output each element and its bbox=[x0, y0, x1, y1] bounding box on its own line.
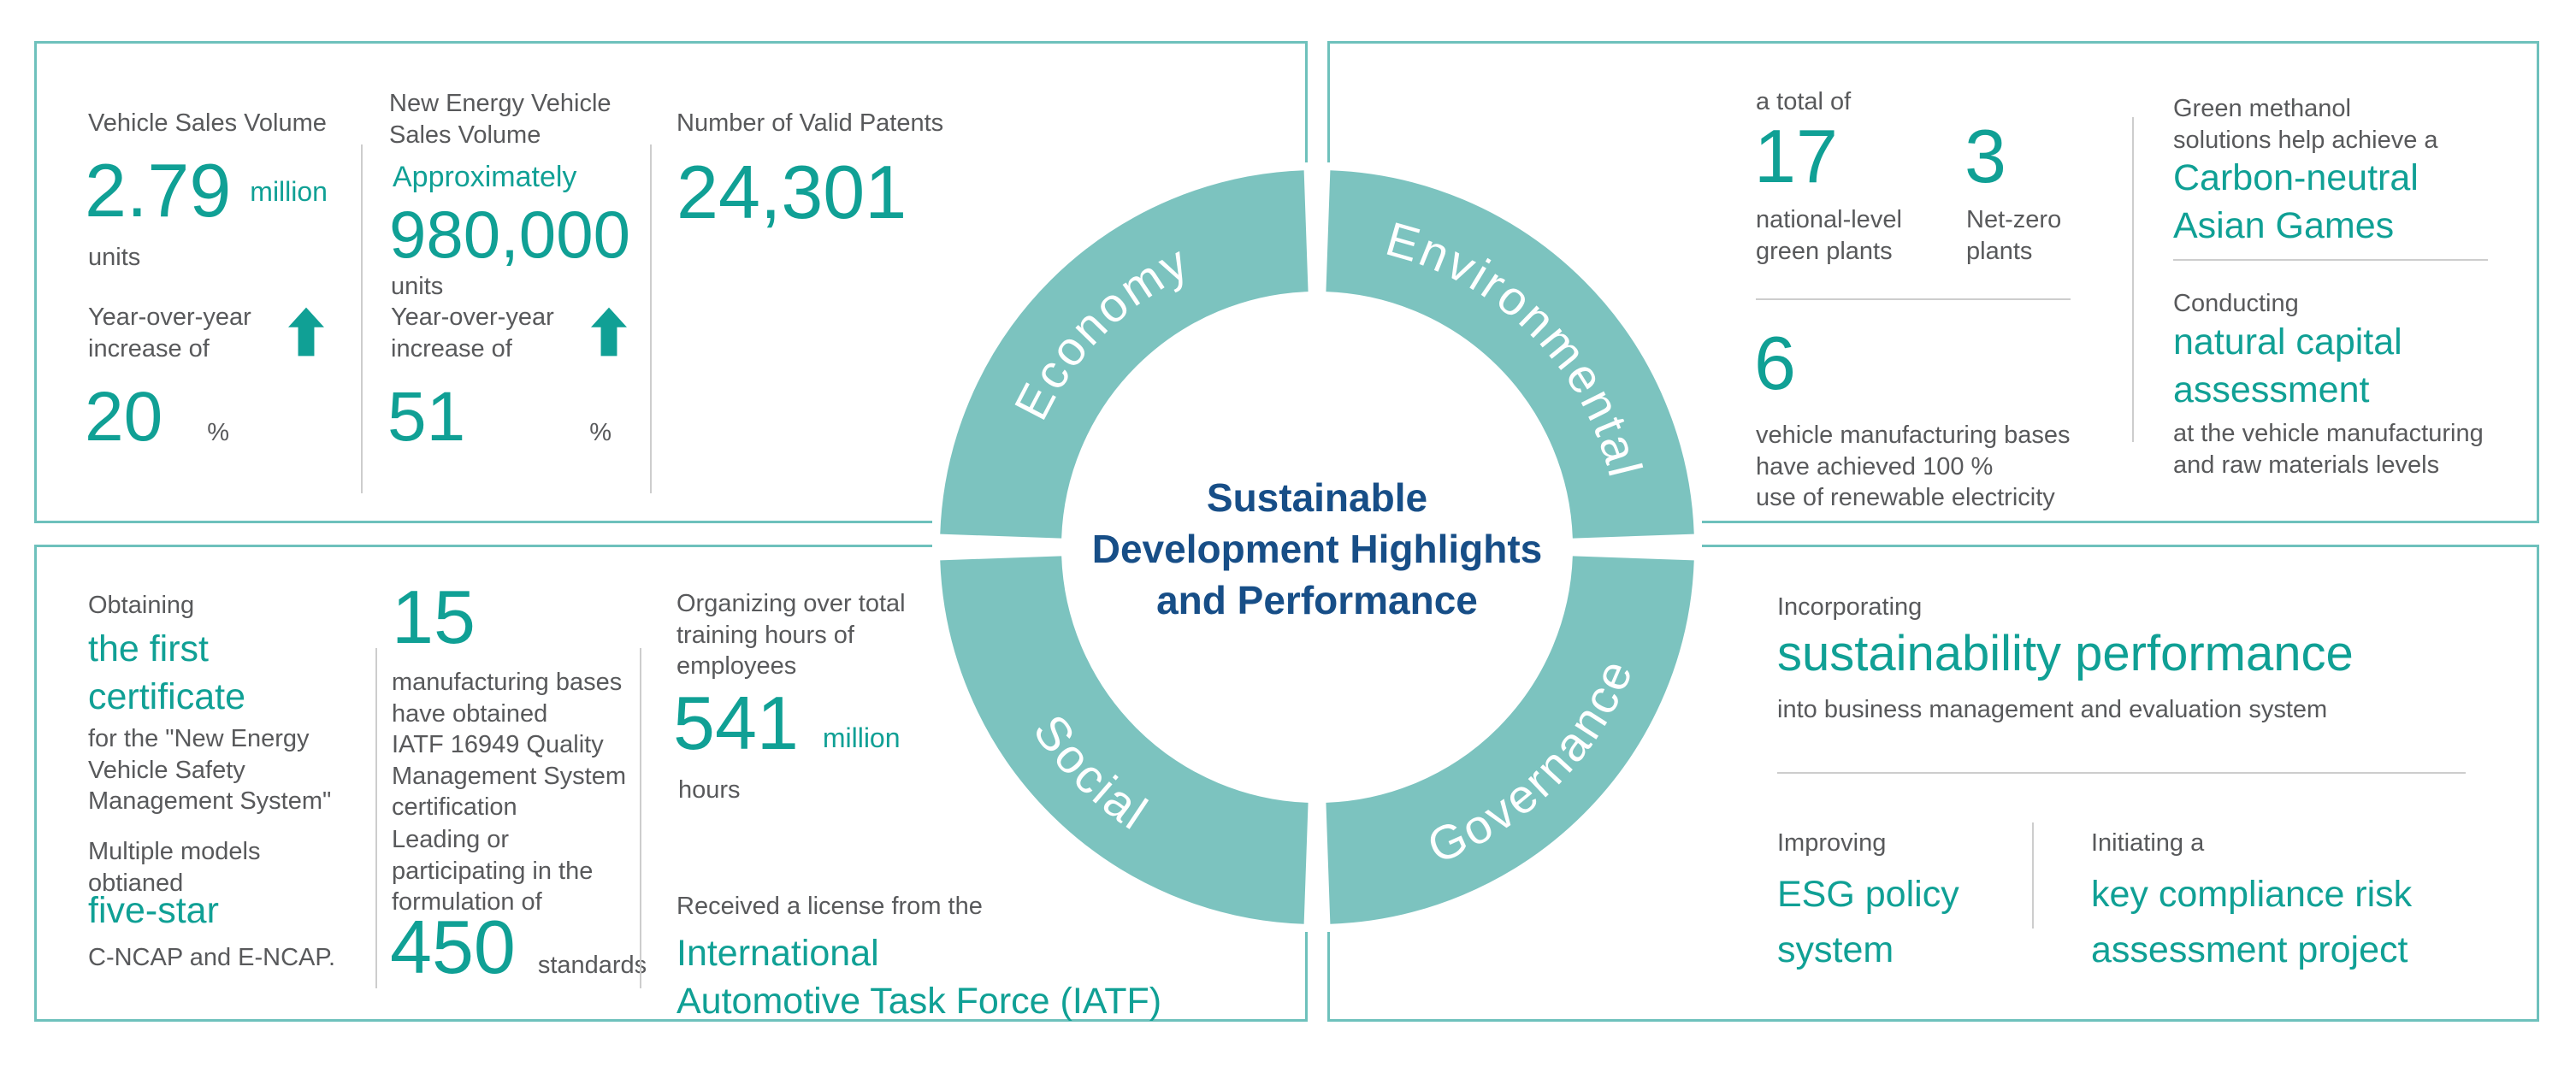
esg-highlight: ESG policy system bbox=[1777, 874, 1959, 970]
training-value: 541 bbox=[673, 681, 799, 765]
env-left-divider bbox=[1756, 298, 2071, 300]
license-intro: Received a license from the bbox=[676, 893, 983, 920]
patents-label: Number of Valid Patents bbox=[676, 109, 944, 137]
env-intro: a total of bbox=[1756, 88, 1852, 115]
governance-divider-v bbox=[2032, 822, 2034, 928]
nev-sales-label: New Energy Vehicle Sales Volume bbox=[389, 90, 612, 149]
net-zero-value: 3 bbox=[1964, 114, 2006, 198]
methanol-highlight: Carbon-neutral Asian Games bbox=[2173, 157, 2419, 246]
certificate-intro: Obtaining bbox=[88, 592, 195, 619]
nev-sales-yoy-value: 51 bbox=[387, 378, 466, 456]
green-plants-label: national-level green plants bbox=[1756, 206, 1902, 265]
nev-sales-yoy-label: Year-over-year increase of bbox=[391, 304, 554, 363]
nev-sales-yoy: Year-over-year increase of bbox=[391, 302, 627, 364]
economy-divider-1 bbox=[361, 144, 363, 493]
renewable-value: 6 bbox=[1754, 321, 1796, 405]
renewable-label: vehicle manufacturing bases have achieved… bbox=[1756, 421, 2071, 512]
compliance-highlight: key compliance risk assessment project bbox=[2091, 874, 2413, 970]
five-star-note: C-NCAP and E-NCAP. bbox=[88, 944, 336, 971]
environmental-quadrant: a total of 17 national-level green plants… bbox=[1327, 41, 2539, 523]
training-value-row: 541 million bbox=[673, 686, 901, 761]
env-mid-divider bbox=[2132, 117, 2134, 442]
sustainability-intro: Incorporating bbox=[1777, 593, 1923, 621]
net-zero-label: Net-zero plants bbox=[1966, 206, 2062, 265]
economy-quadrant: Vehicle Sales Volume 2.79 million units … bbox=[34, 41, 1308, 523]
patents-value: 24,301 bbox=[676, 150, 907, 234]
vehicle-sales-value: 2.79 bbox=[85, 148, 232, 233]
vehicle-sales-unit: units bbox=[88, 244, 141, 271]
vehicle-sales-label: Vehicle Sales Volume bbox=[88, 109, 327, 137]
center-title: Sustainable Development Highlights and Per… bbox=[1091, 475, 1543, 622]
certificate-highlight: the first certificate bbox=[88, 628, 246, 717]
nev-sales-yoy-unit: % bbox=[589, 419, 612, 446]
nev-sales-qualifier: Approximately bbox=[393, 161, 577, 193]
up-arrow-icon bbox=[591, 307, 627, 357]
economy-divider-2 bbox=[650, 144, 652, 493]
certificate-note: for the "New Energy Vehicle Safety Managem… bbox=[88, 725, 332, 816]
iatf-bases-label: manufacturing bases have obtained IATF 169… bbox=[392, 669, 627, 822]
nev-sales-unit: units bbox=[391, 273, 444, 300]
nev-sales-value: 980,000 bbox=[389, 197, 630, 272]
vehicle-sales-value-row: 2.79 million bbox=[85, 153, 328, 228]
vehicle-sales-yoy-unit: % bbox=[207, 419, 230, 446]
env-right-divider bbox=[2173, 259, 2488, 261]
natural-capital-intro: Conducting bbox=[2173, 290, 2299, 317]
training-label: Organizing over total training hours of em… bbox=[676, 590, 906, 681]
sustainability-note: into business management and evaluation … bbox=[1777, 696, 2328, 723]
standards-value: 450 bbox=[390, 905, 516, 989]
vehicle-sales-yoy: Year-over-year increase of bbox=[88, 302, 324, 364]
five-star-highlight: five-star bbox=[88, 890, 219, 931]
iatf-bases-value: 15 bbox=[392, 575, 476, 659]
sustainability-highlight: sustainability performance bbox=[1777, 626, 2354, 681]
vehicle-sales-scale: million bbox=[250, 176, 328, 207]
training-scale: million bbox=[822, 722, 901, 753]
vehicle-sales-yoy-row: 20 % bbox=[85, 382, 229, 452]
governance-divider-h bbox=[1777, 772, 2466, 774]
methanol-intro: Green methanol solutions help achieve a bbox=[2173, 95, 2438, 154]
nev-sales-yoy-row: 51 % bbox=[387, 382, 612, 452]
social-divider-2 bbox=[640, 648, 641, 988]
vehicle-sales-yoy-label: Year-over-year increase of bbox=[88, 304, 251, 363]
social-divider-1 bbox=[375, 648, 377, 988]
vehicle-sales-yoy-value: 20 bbox=[85, 378, 163, 456]
license-highlight: International Automotive Task Force (IATF… bbox=[676, 933, 1162, 1022]
up-arrow-icon bbox=[288, 307, 324, 357]
natural-capital-highlight: natural capital assessment bbox=[2173, 321, 2402, 410]
standards-intro: Leading or participating in the formulatio… bbox=[392, 826, 594, 917]
five-star-intro: Multiple models obtianed bbox=[88, 838, 261, 897]
esg-intro: Improving bbox=[1777, 829, 1887, 857]
standards-unit: standards bbox=[537, 952, 647, 979]
compliance-intro: Initiating a bbox=[2091, 829, 2205, 857]
natural-capital-note: at the vehicle manufacturing and raw mate… bbox=[2173, 420, 2484, 479]
training-unit: hours bbox=[678, 776, 741, 804]
standards-row: 450 standards bbox=[390, 910, 647, 985]
green-plants-value: 17 bbox=[1754, 114, 1838, 198]
